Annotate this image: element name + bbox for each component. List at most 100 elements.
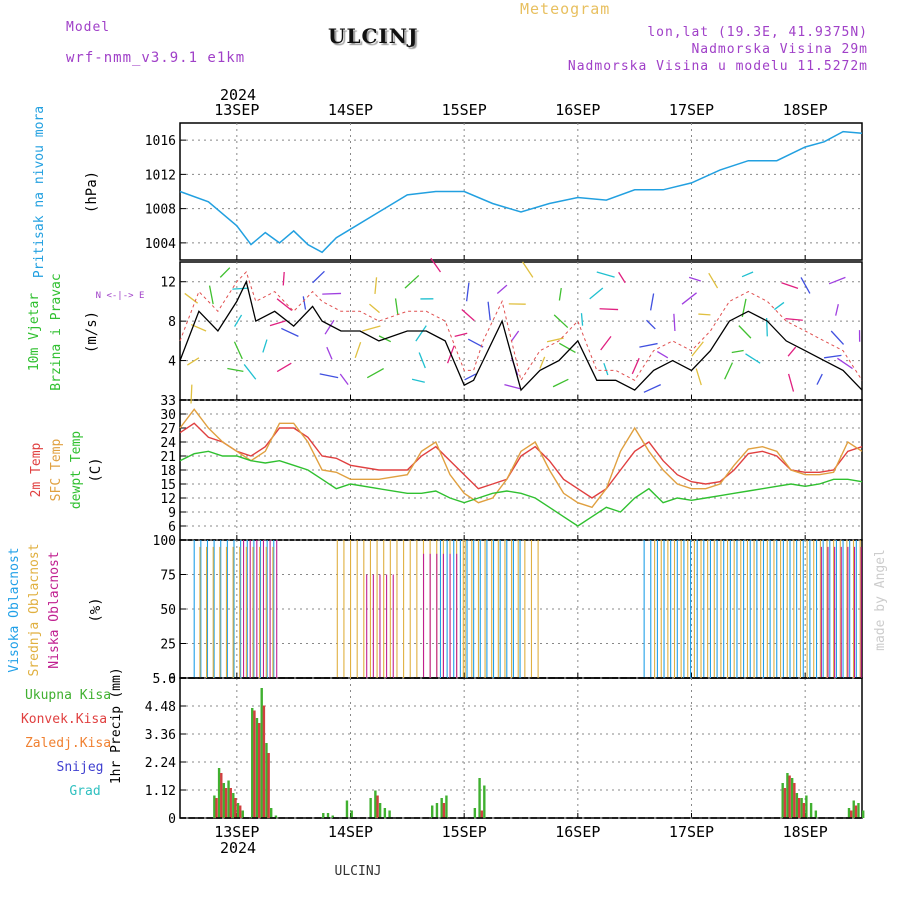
ytick-label-clouds: 50 (160, 603, 176, 618)
precip-bar-1 (267, 753, 270, 818)
station-title: ULCINJ (328, 24, 419, 48)
day-label-bottom: 13SEP (214, 823, 259, 841)
precip-bar-0 (345, 800, 349, 818)
day-label-bottom: 17SEP (669, 823, 714, 841)
wind-arrow (411, 378, 425, 383)
wind-unit: (m/s) (84, 311, 100, 353)
wind-arrow (208, 285, 214, 305)
precip-bar-1 (793, 783, 796, 818)
temp-unit: (C) (88, 457, 104, 482)
wind-arrow (461, 309, 475, 322)
precip-legend-item: Konvek.Kisa (21, 712, 107, 727)
ytick-label-pressure: 1012 (145, 168, 176, 183)
precip-legend-item: Zaledj.Kisa (25, 736, 111, 751)
wind-arrow (418, 352, 426, 369)
ytick-label-clouds: 25 (160, 638, 176, 653)
wind-arrow (362, 325, 381, 332)
wind-arrow (558, 287, 562, 301)
precip-bar-0 (795, 793, 799, 818)
precip-bar-1 (262, 705, 266, 818)
ytick-label-precip: 4.48 (145, 700, 176, 715)
product-title: Meteogram (520, 0, 611, 18)
wind-arrow (522, 261, 534, 278)
model-label: Model (66, 20, 111, 35)
wind-arrow (599, 308, 619, 311)
precip-bar-1 (376, 795, 379, 818)
precip-bar-0 (483, 785, 486, 818)
wind-arrow (837, 357, 853, 370)
precip-bar-0 (786, 773, 789, 818)
wind-speed-line (179, 279, 863, 392)
wind-arrow (496, 284, 508, 294)
wind-arrow (510, 330, 520, 342)
wind-arrow (262, 339, 268, 353)
ytick-label-temperature: 15 (160, 478, 176, 493)
wind-arrow (243, 364, 257, 380)
precip-bar-0 (350, 810, 353, 818)
precip-bar-0 (378, 803, 382, 818)
precip-bar-0 (255, 718, 259, 818)
precip-bar-0 (326, 813, 330, 818)
wind-arrow (354, 341, 362, 359)
wind-arrow (816, 373, 823, 385)
pressure-axis-title: Pritisak na nivou mora (32, 106, 47, 278)
wind-arrow (454, 332, 468, 337)
wind-arrow (366, 367, 384, 379)
ytick-label-temperature: 21 (160, 450, 176, 465)
wind-compass: N <-|-> E (96, 291, 145, 301)
wind-arrow (589, 287, 604, 300)
precip-bar-1 (854, 805, 858, 818)
wind-arrow (673, 313, 676, 332)
precip-bar-1 (257, 723, 261, 818)
precip-bar-0 (260, 688, 263, 818)
precip-bar-0 (440, 798, 443, 818)
ytick-label-temperature: 9 (168, 506, 176, 521)
precip-bar-0 (435, 803, 439, 818)
wind-arrow (603, 362, 609, 376)
wind-arrow (656, 350, 669, 359)
wind-arrow (539, 356, 546, 369)
precip-bar-1 (849, 810, 853, 818)
precip-bar-0 (241, 810, 244, 818)
precip-bar-0 (800, 798, 803, 818)
wind-arrow (781, 282, 799, 290)
precip-bar-1 (234, 798, 237, 818)
wind-arrow (339, 373, 349, 386)
temp-axis-title-0: 2m Temp (29, 442, 44, 497)
ytick-label-temperature: 18 (160, 464, 176, 479)
wind-arrow (282, 271, 285, 286)
precip-bar-1 (239, 805, 242, 818)
precip-legend-item: Ukupna Kisa (25, 688, 111, 703)
precip-bar-0 (852, 800, 855, 818)
precip-bar-0 (805, 795, 808, 818)
wind-arrow (731, 349, 744, 354)
lonlat-info: lon,lat (19.3E, 41.9375N) (647, 25, 868, 40)
wind-gust-line (179, 270, 863, 382)
precip-bar-1 (224, 788, 228, 818)
wind-arrow (374, 277, 378, 294)
day-label-bottom: 16SEP (555, 823, 600, 841)
ytick-label-temperature: 27 (160, 422, 176, 437)
wind-arrow (319, 373, 339, 379)
precip-bar-0 (222, 783, 226, 818)
ytick-label-temperature: 12 (160, 492, 176, 507)
ytick-label-temperature: 30 (160, 408, 176, 423)
ytick-label-wind: 12 (160, 276, 176, 291)
day-label-top: 16SEP (555, 101, 600, 119)
wind-arrow (302, 296, 307, 310)
precip-bar-0 (213, 795, 216, 818)
wind-arrow (824, 354, 842, 359)
ytick-label-precip: 2.24 (145, 756, 176, 771)
precip-bar-0 (322, 813, 325, 818)
day-label-top: 13SEP (214, 101, 259, 119)
precip-bar-1 (220, 773, 223, 818)
ytick-label-wind: 8 (168, 315, 176, 330)
wind-arrow (219, 267, 231, 278)
day-label-bottom: 14SEP (328, 823, 373, 841)
ytick-label-clouds: 100 (153, 534, 176, 549)
wind-arrow (787, 346, 797, 357)
precip-bar-0 (809, 803, 813, 818)
wind-arrow (631, 357, 640, 375)
wind-arrow (785, 317, 803, 321)
wind-arrow (639, 342, 658, 348)
